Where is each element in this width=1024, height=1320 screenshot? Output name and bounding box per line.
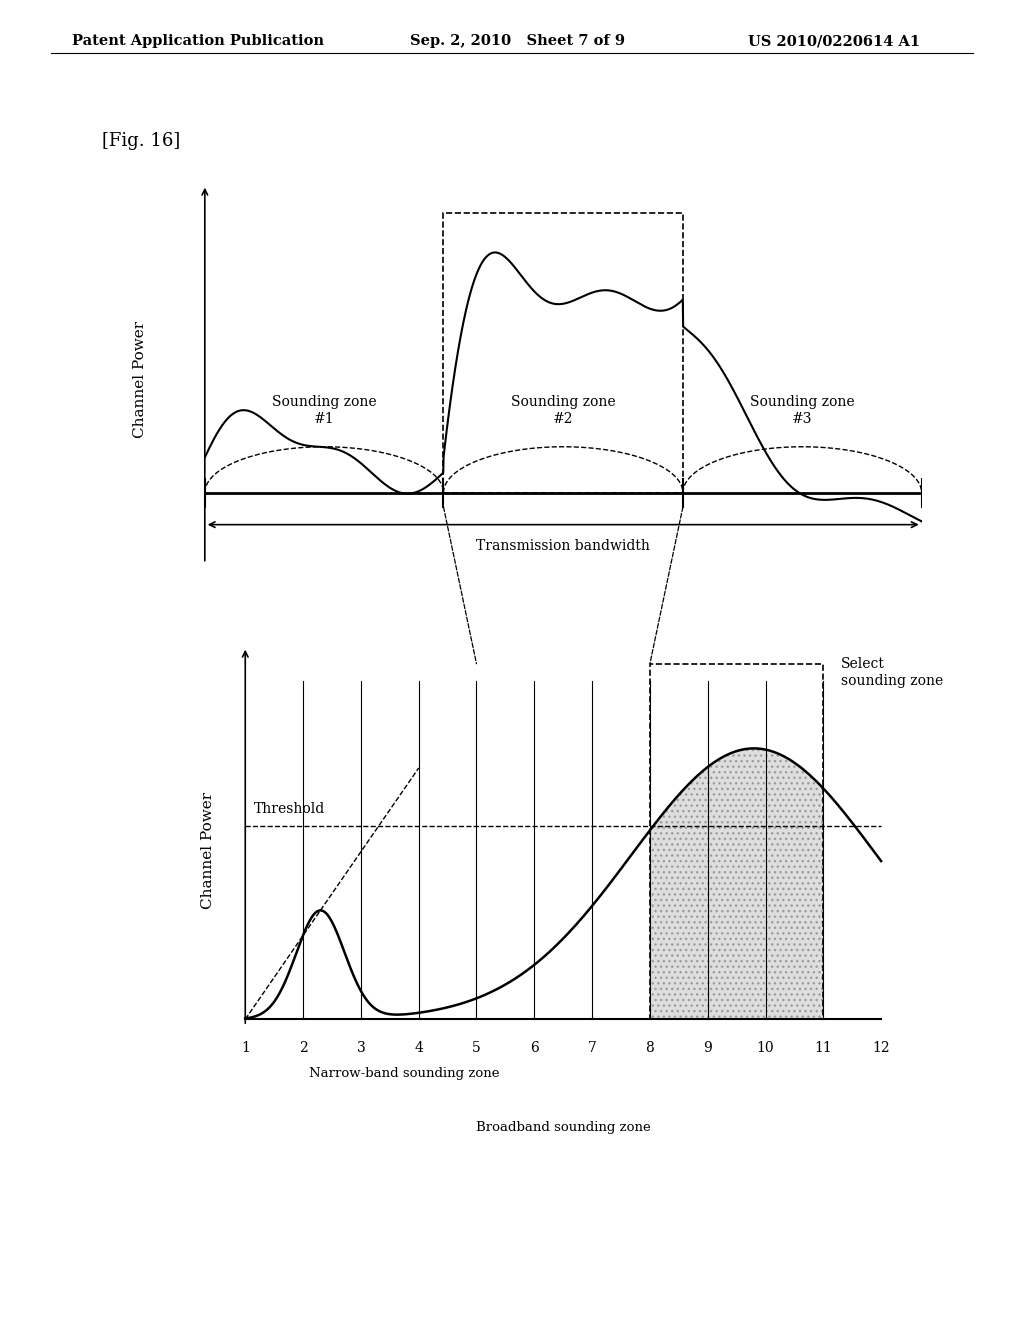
Text: 2: 2 xyxy=(299,1041,307,1055)
Text: Sep. 2, 2010   Sheet 7 of 9: Sep. 2, 2010 Sheet 7 of 9 xyxy=(410,34,625,49)
Text: Sounding zone
#3: Sounding zone #3 xyxy=(750,395,855,425)
Text: 1: 1 xyxy=(241,1041,250,1055)
Text: Channel Power: Channel Power xyxy=(133,321,147,438)
Text: Sounding zone
#2: Sounding zone #2 xyxy=(511,395,615,425)
Text: 3: 3 xyxy=(356,1041,366,1055)
Text: 6: 6 xyxy=(530,1041,539,1055)
Text: 12: 12 xyxy=(872,1041,890,1055)
Text: Patent Application Publication: Patent Application Publication xyxy=(72,34,324,49)
Text: 4: 4 xyxy=(415,1041,423,1055)
Text: Broadband sounding zone: Broadband sounding zone xyxy=(476,1121,650,1134)
Text: Transmission bandwidth: Transmission bandwidth xyxy=(476,539,650,553)
Text: US 2010/0220614 A1: US 2010/0220614 A1 xyxy=(748,34,920,49)
Text: 10: 10 xyxy=(757,1041,774,1055)
Text: 7: 7 xyxy=(588,1041,597,1055)
Text: 9: 9 xyxy=(703,1041,712,1055)
Text: 11: 11 xyxy=(814,1041,833,1055)
Text: Channel Power: Channel Power xyxy=(201,792,215,908)
Text: 8: 8 xyxy=(645,1041,654,1055)
Text: Sounding zone
#1: Sounding zone #1 xyxy=(271,395,377,425)
Text: Narrow-band sounding zone: Narrow-band sounding zone xyxy=(309,1067,500,1080)
Text: Select
sounding zone: Select sounding zone xyxy=(841,657,943,688)
Text: Threshold: Threshold xyxy=(254,803,326,816)
Text: 5: 5 xyxy=(472,1041,481,1055)
Text: [Fig. 16]: [Fig. 16] xyxy=(102,132,180,150)
